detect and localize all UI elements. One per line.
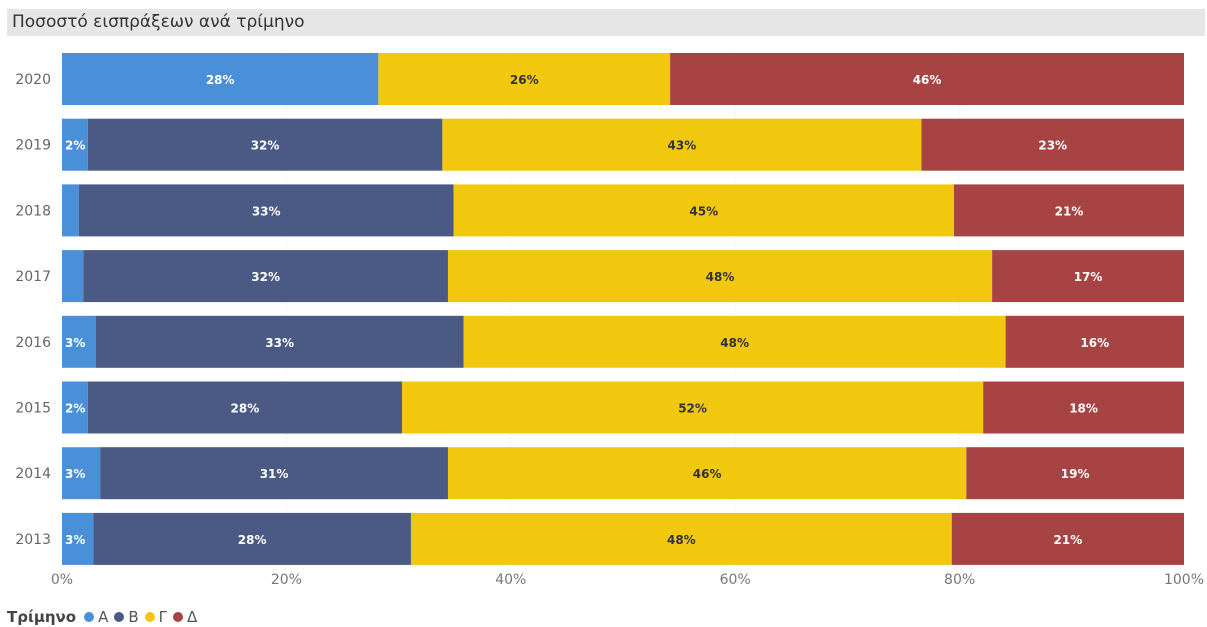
data-label: 28%: [206, 73, 235, 87]
bar-segment[interactable]: [410, 512, 952, 565]
legend-swatch-a: [84, 611, 95, 622]
y-category-label: 2018: [15, 203, 51, 219]
bar-segment[interactable]: [83, 250, 448, 303]
bar-segment[interactable]: [983, 381, 1184, 434]
data-label: 32%: [251, 270, 280, 284]
legend-label-d: Δ: [186, 607, 198, 626]
bar-segment[interactable]: [453, 184, 954, 237]
data-label: 3%: [65, 467, 85, 481]
data-label: 45%: [689, 204, 718, 218]
data-label: 32%: [251, 139, 280, 153]
bar-segment[interactable]: [62, 118, 88, 171]
bar-segment[interactable]: [921, 118, 1184, 171]
legend-swatch-b: [114, 611, 125, 622]
data-label: 21%: [1054, 533, 1083, 547]
chart-legend: Τρίμηνο Α Β Γ Δ: [7, 606, 203, 627]
data-label: 2%: [65, 402, 85, 416]
data-label: 21%: [1055, 204, 1084, 218]
y-category-label: 2013: [15, 532, 51, 548]
x-tick-label: 100%: [1164, 572, 1204, 588]
bar-segment[interactable]: [447, 250, 993, 303]
y-category-label: 2020: [15, 72, 51, 88]
bar-segment[interactable]: [966, 447, 1184, 500]
x-tick-label: 80%: [944, 572, 975, 588]
bar-segment[interactable]: [93, 512, 411, 565]
bar-segment[interactable]: [87, 381, 402, 434]
data-label: 48%: [706, 270, 735, 284]
bar-segment[interactable]: [670, 53, 1184, 105]
legend-label-b: Β: [128, 607, 139, 626]
bar-segment[interactable]: [62, 447, 101, 500]
y-category-label: 2019: [15, 138, 51, 154]
data-label: 17%: [1074, 270, 1103, 284]
data-label: 28%: [231, 402, 260, 416]
x-tick-label: 20%: [271, 572, 302, 588]
data-label: 48%: [720, 336, 749, 350]
x-tick-label: 60%: [720, 572, 751, 588]
data-label: 2%: [65, 139, 85, 153]
bar-segment[interactable]: [1005, 315, 1184, 368]
data-label: 18%: [1069, 402, 1098, 416]
data-label: 23%: [1038, 139, 1067, 153]
bar-segment[interactable]: [100, 447, 448, 500]
chart-title-bar: Ποσοστό εισπράξεων ανά τρίμηνο: [7, 9, 1205, 36]
bar-segment[interactable]: [463, 315, 1006, 368]
bar-segment[interactable]: [62, 53, 379, 105]
y-category-label: 2017: [15, 269, 51, 285]
data-label: 33%: [252, 204, 281, 218]
bar-segment[interactable]: [447, 447, 967, 500]
data-label: 46%: [693, 467, 722, 481]
legend-item-a[interactable]: Α: [84, 608, 108, 626]
chart-title: Ποσοστό εισπράξεων ανά τρίμηνο: [12, 12, 305, 32]
bar-segment[interactable]: [62, 381, 88, 434]
bar-segment[interactable]: [62, 250, 84, 303]
data-label: 16%: [1080, 336, 1109, 350]
y-category-label: 2016: [15, 335, 51, 351]
data-label: 28%: [238, 533, 267, 547]
bar-segment[interactable]: [62, 184, 79, 237]
bar-segment[interactable]: [442, 118, 922, 171]
legend-swatch-d: [172, 611, 183, 622]
data-label: 31%: [260, 467, 289, 481]
legend-item-b[interactable]: Β: [114, 607, 139, 626]
x-tick-label: 40%: [495, 572, 526, 588]
legend-label-a: Α: [98, 607, 109, 626]
legend-item-d[interactable]: Δ: [172, 607, 198, 626]
legend-label-g: Γ: [158, 607, 167, 626]
bar-segment[interactable]: [62, 315, 96, 368]
data-label: 33%: [265, 336, 294, 350]
bar-segment[interactable]: [95, 315, 464, 368]
data-label: 3%: [65, 533, 85, 547]
bar-segment[interactable]: [401, 381, 984, 434]
legend-title: Τρίμηνο: [7, 607, 77, 626]
data-label: 52%: [678, 402, 707, 416]
data-label: 26%: [510, 73, 539, 87]
chart-plot: 0% 20% 40% 60% 80% 100% 2020 28% 26% 46% 2019 2% 32%…: [15, 50, 1204, 588]
data-label: 19%: [1061, 467, 1090, 481]
bar-segment[interactable]: [378, 53, 671, 105]
bar-segment[interactable]: [87, 118, 443, 171]
legend-swatch-g: [144, 611, 155, 622]
bar-segment[interactable]: [992, 250, 1184, 303]
data-label: 3%: [65, 336, 85, 350]
y-category-label: 2015: [15, 401, 51, 417]
data-label: 46%: [913, 73, 942, 87]
data-label: 48%: [667, 533, 696, 547]
bar-segment[interactable]: [62, 512, 94, 565]
legend-item-g[interactable]: Γ: [144, 607, 167, 626]
data-label: 43%: [668, 139, 697, 153]
bar-segment[interactable]: [78, 184, 454, 237]
bar-segment[interactable]: [953, 184, 1184, 237]
y-category-label: 2014: [15, 466, 51, 482]
bar-segment[interactable]: [951, 512, 1184, 565]
x-tick-label: 0%: [51, 572, 73, 588]
